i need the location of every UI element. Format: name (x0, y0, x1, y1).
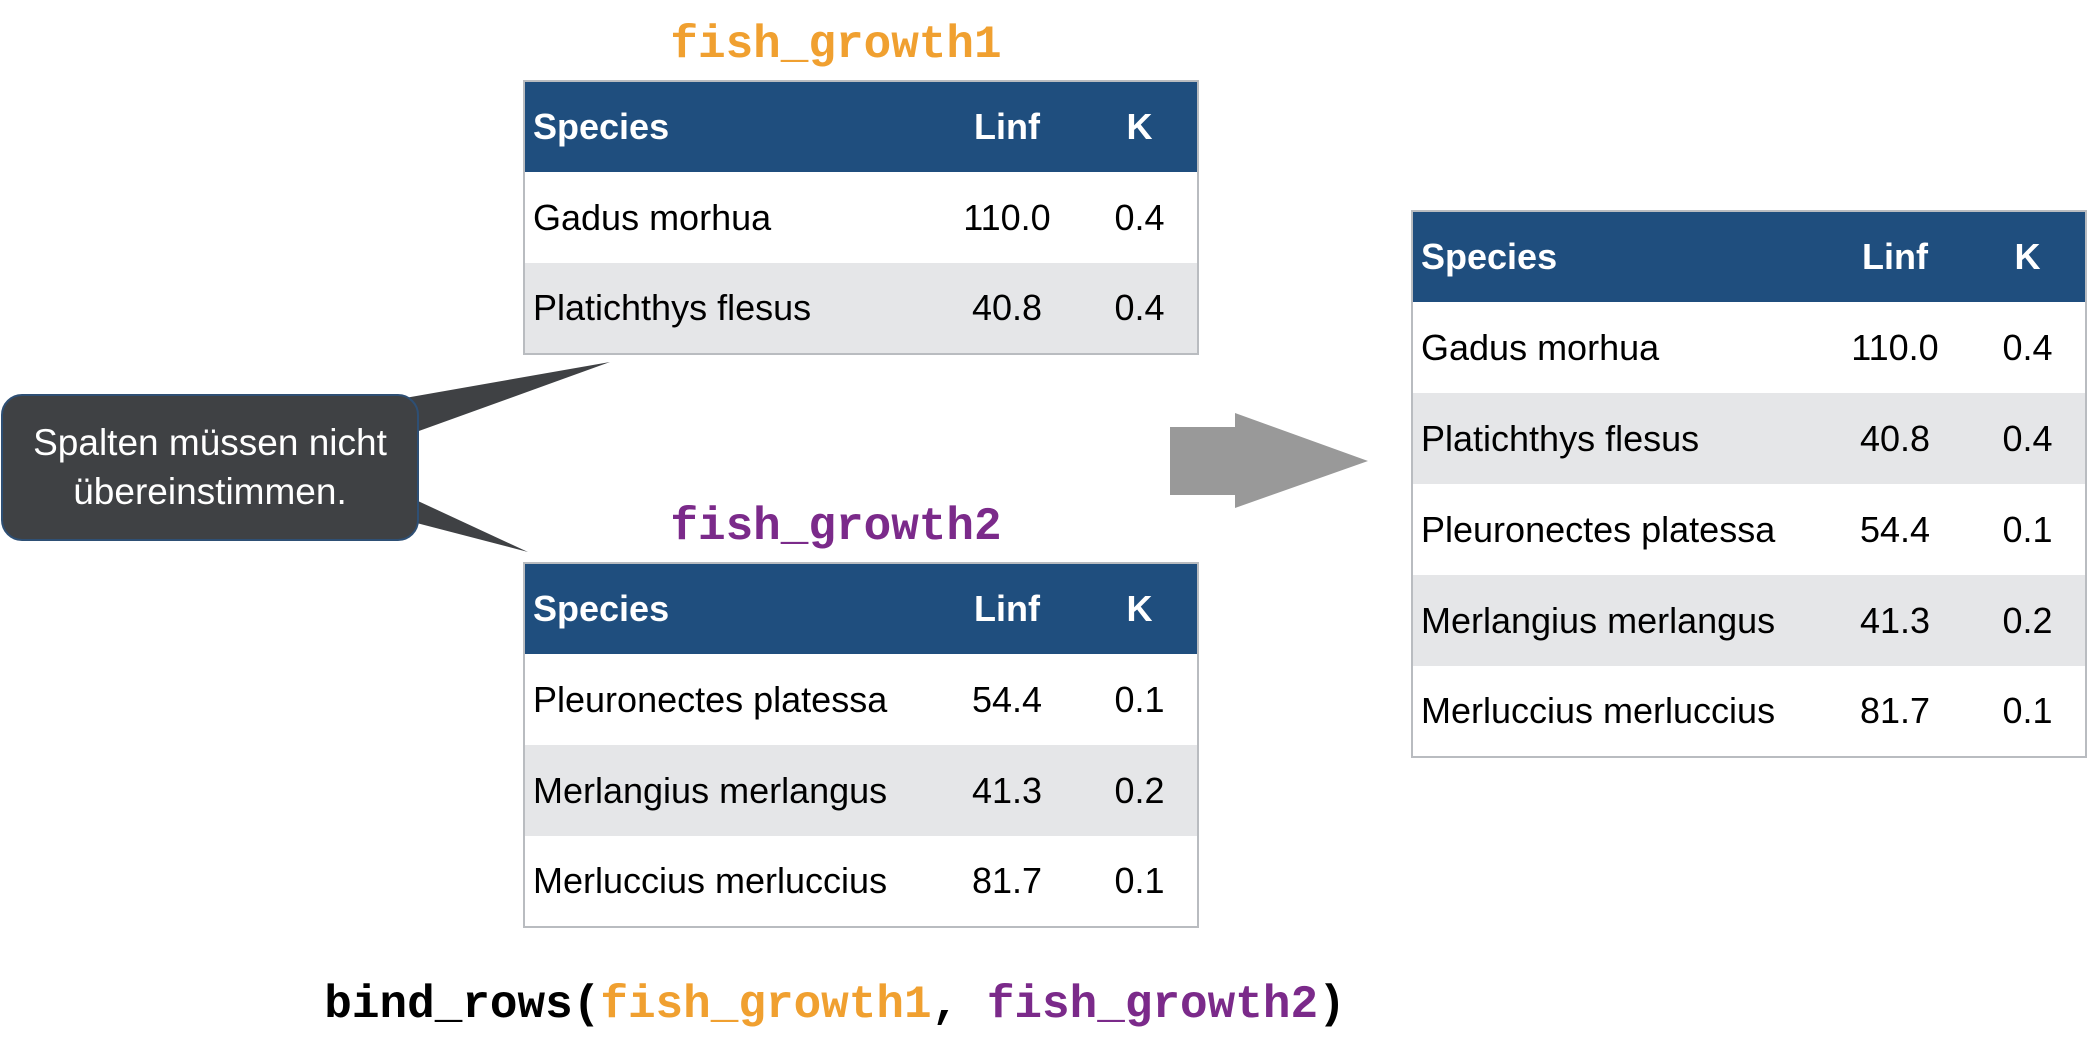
cell-species: Pleuronectes platessa (1412, 484, 1820, 575)
result-table: Species Linf K Gadus morhua 110.0 0.4 Pl… (1411, 210, 2087, 758)
table1-title: fish_growth1 (670, 19, 1002, 71)
header-species: Species (524, 563, 932, 654)
cell-linf: 110.0 (1820, 302, 1970, 393)
table-row: Platichthys flesus 40.8 0.4 (524, 263, 1198, 354)
cell-species: Merluccius merluccius (524, 836, 932, 927)
cell-linf: 81.7 (932, 836, 1082, 927)
cell-linf: 41.3 (932, 745, 1082, 836)
right-arrow-icon (1170, 413, 1368, 508)
table2-header-row: Species Linf K (524, 563, 1198, 654)
cell-species: Merlangius merlangus (1412, 575, 1820, 666)
cell-linf: 41.3 (1820, 575, 1970, 666)
header-linf: Linf (1820, 211, 1970, 302)
code-function: bind_rows( (324, 979, 601, 1031)
table-row: Merluccius merluccius 81.7 0.1 (524, 836, 1198, 927)
callout-line-2: übereinstimmen. (73, 470, 347, 512)
cell-k: 0.2 (1970, 575, 2086, 666)
cell-species: Merlangius merlangus (524, 745, 932, 836)
table-row: Platichthys flesus 40.8 0.4 (1412, 393, 2086, 484)
header-linf: Linf (932, 81, 1082, 172)
cell-k: 0.4 (1082, 263, 1198, 354)
cell-k: 0.1 (1970, 666, 2086, 757)
table2: Species Linf K Pleuronectes platessa 54.… (523, 562, 1199, 928)
cell-k: 0.4 (1970, 393, 2086, 484)
cell-k: 0.1 (1082, 654, 1198, 745)
header-k: K (1970, 211, 2086, 302)
table-row: Pleuronectes platessa 54.4 0.1 (524, 654, 1198, 745)
header-species: Species (524, 81, 932, 172)
cell-species: Gadus morhua (1412, 302, 1820, 393)
header-k: K (1082, 81, 1198, 172)
cell-species: Platichthys flesus (1412, 393, 1820, 484)
code-close: ) (1318, 979, 1346, 1031)
callout-line-1: Spalten müssen nicht (33, 422, 387, 464)
cell-species: Merluccius merluccius (1412, 666, 1820, 757)
cell-linf: 81.7 (1820, 666, 1970, 757)
table1-header-row: Species Linf K (524, 81, 1198, 172)
callout-bubble (1, 362, 610, 552)
code-separator: , (931, 979, 987, 1031)
header-k: K (1082, 563, 1198, 654)
table2-title: fish_growth2 (670, 501, 1002, 553)
cell-species: Platichthys flesus (524, 263, 932, 354)
cell-k: 0.4 (1970, 302, 2086, 393)
table-row: Gadus morhua 110.0 0.4 (1412, 302, 2086, 393)
cell-linf: 54.4 (932, 654, 1082, 745)
cell-k: 0.1 (1082, 836, 1198, 927)
table-row: Merluccius merluccius 81.7 0.1 (1412, 666, 2086, 757)
code-arg-2: fish_growth2 (986, 979, 1319, 1031)
cell-k: 0.2 (1082, 745, 1198, 836)
cell-linf: 54.4 (1820, 484, 1970, 575)
code-expression: bind_rows(fish_growth1, fish_growth2) (0, 982, 1670, 1028)
table-row: Pleuronectes platessa 54.4 0.1 (1412, 484, 2086, 575)
table-row: Gadus morhua 110.0 0.4 (524, 172, 1198, 263)
cell-k: 0.1 (1970, 484, 2086, 575)
table-row: Merlangius merlangus 41.3 0.2 (524, 745, 1198, 836)
cell-linf: 40.8 (1820, 393, 1970, 484)
table-row: Merlangius merlangus 41.3 0.2 (1412, 575, 2086, 666)
header-species: Species (1412, 211, 1820, 302)
cell-k: 0.4 (1082, 172, 1198, 263)
cell-linf: 110.0 (932, 172, 1082, 263)
cell-species: Gadus morhua (524, 172, 932, 263)
cell-species: Pleuronectes platessa (524, 654, 932, 745)
code-arg-1: fish_growth1 (600, 979, 932, 1031)
table1: Species Linf K Gadus morhua 110.0 0.4 Pl… (523, 80, 1199, 355)
callout-text: Spalten müssen nicht übereinstimmen. (2, 395, 418, 540)
header-linf: Linf (932, 563, 1082, 654)
cell-linf: 40.8 (932, 263, 1082, 354)
result-header-row: Species Linf K (1412, 211, 2086, 302)
